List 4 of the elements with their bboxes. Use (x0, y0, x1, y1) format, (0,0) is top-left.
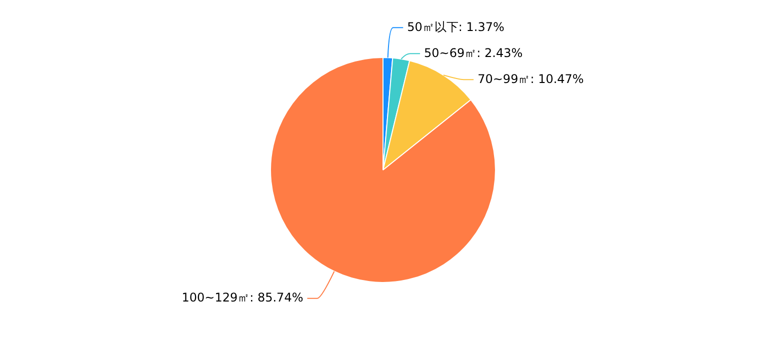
slice-label: 50~69㎡: 2.43% (424, 46, 523, 60)
slice-label: 70~99㎡: 10.47% (478, 72, 584, 86)
slice-label: 100~129㎡: 85.74% (182, 290, 304, 305)
slice-label: 50㎡以下: 1.37% (407, 20, 504, 34)
